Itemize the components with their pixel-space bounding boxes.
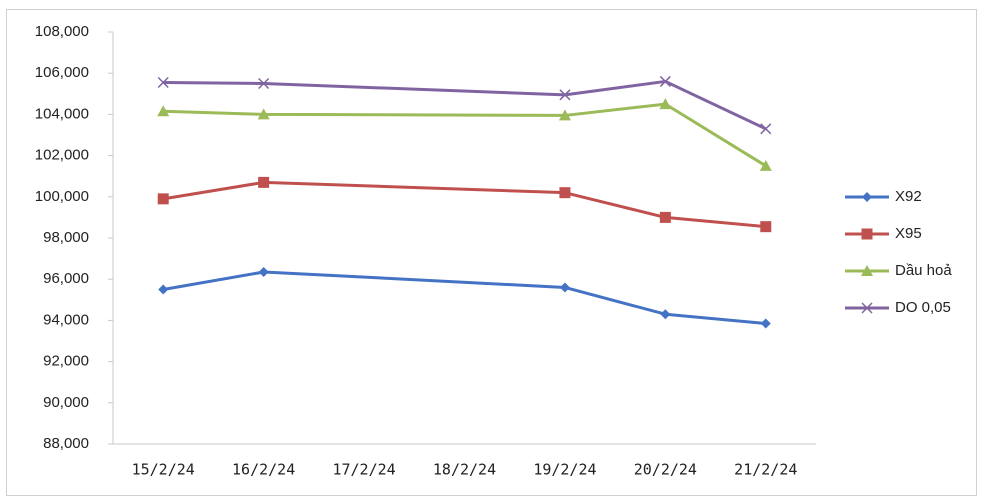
marker — [759, 159, 772, 171]
x-tick-label: 16/2/24 — [232, 461, 295, 479]
legend-label: X92 — [895, 188, 922, 205]
marker — [559, 89, 571, 101]
x-tick-label: 20/2/24 — [634, 461, 697, 479]
marker — [861, 228, 873, 240]
y-tick-label: 90,000 — [43, 394, 89, 411]
y-tick-label: 102,000 — [35, 147, 89, 164]
legend-label: Dầu hoả — [895, 262, 952, 279]
marker — [659, 211, 671, 223]
chart-border — [6, 9, 977, 496]
marker — [157, 105, 170, 117]
marker — [862, 192, 872, 202]
marker — [760, 318, 771, 329]
y-tick-label: 92,000 — [43, 353, 89, 370]
y-tick-label: 106,000 — [35, 64, 89, 81]
marker — [258, 77, 270, 90]
y-tick-label: 98,000 — [43, 229, 89, 246]
x-tick-label: 17/2/24 — [332, 461, 395, 479]
x-tick-label: 19/2/24 — [533, 461, 596, 479]
marker — [760, 221, 772, 233]
marker — [258, 176, 270, 188]
marker — [659, 75, 671, 87]
legend-label: X95 — [895, 225, 922, 242]
y-tick-label: 100,000 — [35, 188, 89, 205]
marker — [861, 302, 873, 314]
marker — [157, 193, 169, 205]
x-tick-label: 18/2/24 — [433, 461, 496, 479]
marker — [257, 108, 270, 120]
marker — [559, 282, 570, 293]
y-tick-label: 88,000 — [43, 435, 89, 452]
marker — [760, 123, 772, 135]
y-tick-label: 108,000 — [35, 23, 89, 40]
legend-label: DO 0,05 — [895, 299, 951, 316]
marker — [659, 98, 672, 110]
marker — [158, 284, 169, 295]
marker — [660, 309, 671, 320]
y-tick-label: 96,000 — [43, 270, 89, 287]
y-tick-label: 104,000 — [35, 105, 89, 122]
x-tick-label: 15/2/24 — [132, 461, 195, 479]
y-tick-label: 94,000 — [43, 311, 89, 328]
marker — [157, 76, 169, 89]
marker — [861, 265, 873, 276]
marker — [258, 266, 269, 277]
x-tick-label: 21/2/24 — [734, 461, 797, 479]
marker — [558, 109, 571, 121]
marker — [559, 187, 571, 199]
